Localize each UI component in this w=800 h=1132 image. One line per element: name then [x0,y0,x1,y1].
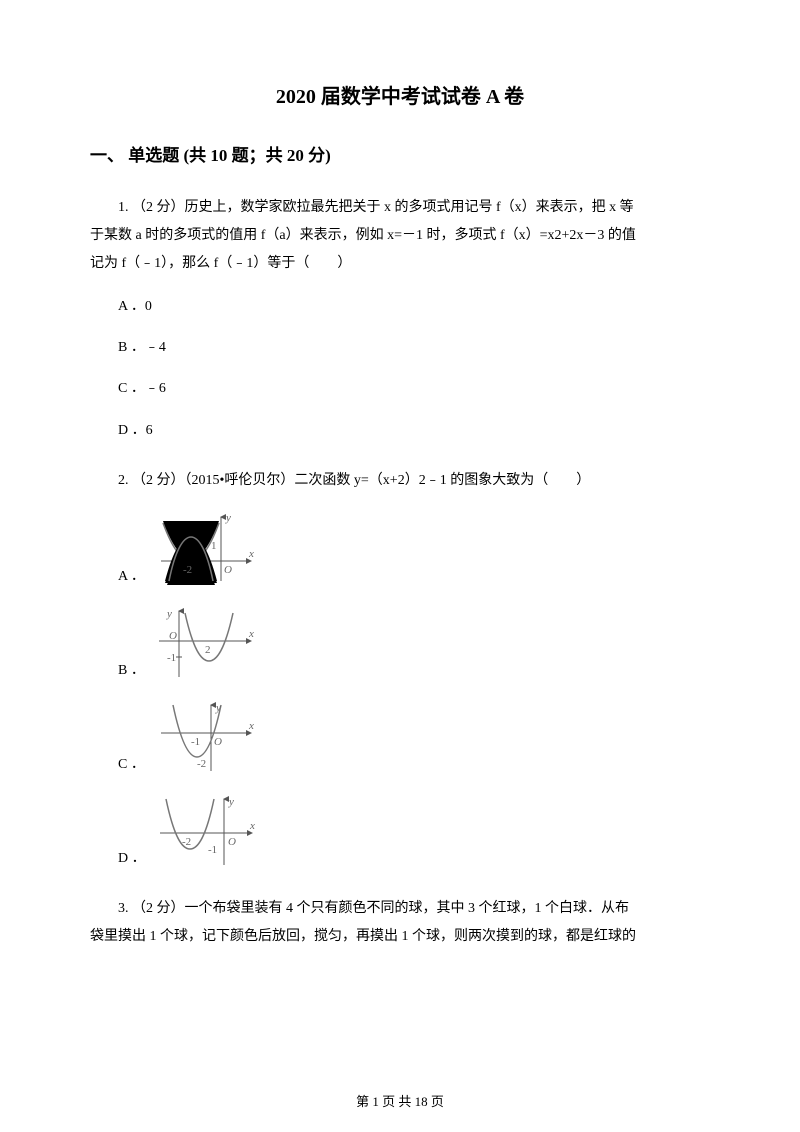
svg-text:x: x [248,628,254,640]
q2-graph-c: y x O -1 -2 [151,699,261,777]
q1-line1: 1. （2 分）历史上，数学家欧拉最先把关于 x 的多项式用记号 f（x）来表示… [90,194,710,222]
page-title: 2020 届数学中考试试卷 A 卷 [90,80,710,109]
q2-option-c-label: C ． [118,752,145,777]
q1-option-b: B ．﹣4 [118,335,710,360]
section-heading: 一、 单选题 (共 10 题；共 20 分) [90,141,710,166]
q2-text: 2. （2 分）（2015•呼伦贝尔）二次函数 y=（x+2）2﹣1 的图象大致… [90,467,710,495]
q3-line1: 3. （2 分）一个布袋里装有 4 个只有颜色不同的球，其中 3 个红球，1 个… [90,895,710,923]
q2-graph-d: y x O -2 -1 [152,793,262,871]
svg-text:-2: -2 [197,758,206,770]
q2-option-b: B ． y x O 2 -1 [118,605,710,683]
svg-text:O: O [228,836,236,848]
question-3: 3. （2 分）一个布袋里装有 4 个只有颜色不同的球，其中 3 个红球，1 个… [90,895,710,951]
svg-text:-1: -1 [167,652,176,664]
q2-option-d: D ． y x O -2 -1 [118,793,710,871]
q1-option-c: C ．﹣6 [118,376,710,401]
svg-text:O: O [169,630,177,642]
question-1: 1. （2 分）历史上，数学家欧拉最先把关于 x 的多项式用记号 f（x）来表示… [90,194,710,443]
svg-text:-1: -1 [208,844,217,856]
q2-option-a-label: A ． [118,564,145,589]
svg-text:x: x [248,720,254,732]
svg-text:-1: -1 [191,736,200,748]
q1-line2: 于某数 a 时的多项式的值用 f（a）来表示，例如 x=－1 时，多项式 f（x… [90,222,710,250]
q1-option-a: A ．0 [118,294,710,319]
svg-text:O: O [224,564,232,576]
svg-text:-2: -2 [182,836,191,848]
svg-text:y: y [166,608,172,620]
q2-option-d-label: D ． [118,846,146,871]
q2-option-c: C ． y x O -1 -2 [118,699,710,777]
svg-text:x: x [248,548,254,560]
q2-option-b-label: B ． [118,658,145,683]
question-2: 2. （2 分）（2015•呼伦贝尔）二次函数 y=（x+2）2﹣1 的图象大致… [90,467,710,871]
svg-text:y: y [215,702,221,714]
svg-text:O: O [214,736,222,748]
q3-line2: 袋里摸出 1 个球，记下颜色后放回，搅匀，再摸出 1 个球，则两次摸到的球，都是… [90,923,710,951]
q2-graph-b: y x O 2 -1 [151,605,261,683]
q1-option-d: D ．6 [118,418,710,443]
svg-text:1: 1 [211,540,217,552]
svg-text:x: x [249,820,255,832]
q1-line3: 记为 f（﹣1），那么 f（﹣1）等于（ ） [90,250,710,278]
svg-text:y: y [228,796,234,808]
q2-option-a: A ． [118,511,710,589]
q2-graph-a: y x O -2 1 [151,511,261,589]
svg-text:2: 2 [205,644,211,656]
svg-text:y: y [225,512,231,524]
page-footer: 第 1 页 共 18 页 [0,1091,800,1110]
svg-text:-2: -2 [183,564,192,576]
